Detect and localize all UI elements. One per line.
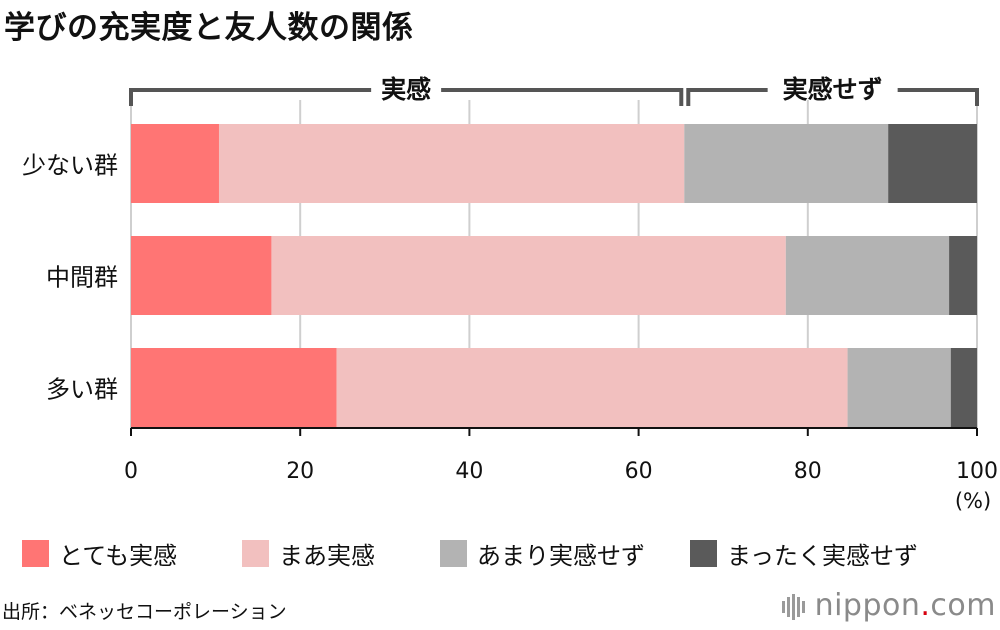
- legend-item: あまり実感せず: [440, 536, 690, 571]
- category-label: 少ない群: [22, 152, 118, 180]
- legend-label: まったく実感せず: [727, 542, 919, 570]
- x-tick-label: 20: [286, 459, 314, 484]
- bar-segment: [684, 124, 889, 203]
- bar-segment: [847, 348, 951, 427]
- bar-segment: [336, 348, 848, 427]
- bracket-label: 実感: [381, 75, 431, 104]
- legend: とても実感 まあ実感 あまり実感せず まったく実感せず: [22, 536, 997, 571]
- legend-label: まあ実感: [279, 542, 375, 570]
- bracket-line: [897, 88, 979, 106]
- bar-segment: [218, 124, 685, 203]
- bracket-line: [441, 88, 684, 106]
- x-tick-label: 40: [455, 459, 483, 484]
- brand-dot: .: [920, 588, 931, 623]
- bracket-label: 実感せず: [783, 75, 883, 104]
- x-tick-label: 80: [794, 459, 822, 484]
- x-tick-label: 60: [625, 459, 653, 484]
- x-tick-label: 0: [124, 459, 138, 484]
- bar-segment: [131, 124, 219, 203]
- bar-segment: [271, 236, 786, 315]
- category-label: 中間群: [46, 264, 118, 292]
- legend-swatch: [440, 540, 467, 567]
- legend-item: まあ実感: [242, 536, 440, 571]
- x-unit-label: (%): [955, 489, 991, 513]
- bars: [131, 124, 977, 427]
- source-label: 出所：ベネッセコーポレーション: [2, 601, 287, 623]
- legend-label: とても実感: [59, 542, 178, 570]
- bar-segment: [131, 236, 272, 315]
- bar-segment: [131, 348, 337, 427]
- brand-name: nippon: [814, 588, 921, 623]
- bar-segment: [949, 236, 977, 315]
- brand-suffix: com: [930, 588, 996, 623]
- brand-mark-icon: [781, 593, 805, 620]
- bracket-line: [686, 88, 768, 106]
- x-axis: 0 20 40 60 80 100 (%): [124, 427, 998, 513]
- x-tick-label: 100: [956, 459, 998, 484]
- legend-label: あまり実感せず: [477, 542, 645, 570]
- legend-swatch: [690, 540, 717, 567]
- group-brackets: 実感 実感せず: [129, 75, 979, 106]
- bar-segment: [950, 348, 977, 427]
- legend-swatch: [242, 540, 269, 567]
- bar-segment: [888, 124, 977, 203]
- category-label: 多い群: [46, 376, 118, 404]
- brand-logo: nippon.com: [781, 588, 996, 623]
- bracket-line: [129, 88, 372, 106]
- legend-swatch: [22, 540, 49, 567]
- legend-item: とても実感: [22, 536, 242, 571]
- chart-title: 学びの充実度と友人数の関係: [4, 10, 414, 46]
- legend-item: まったく実感せず: [690, 536, 918, 571]
- bar-segment: [785, 236, 950, 315]
